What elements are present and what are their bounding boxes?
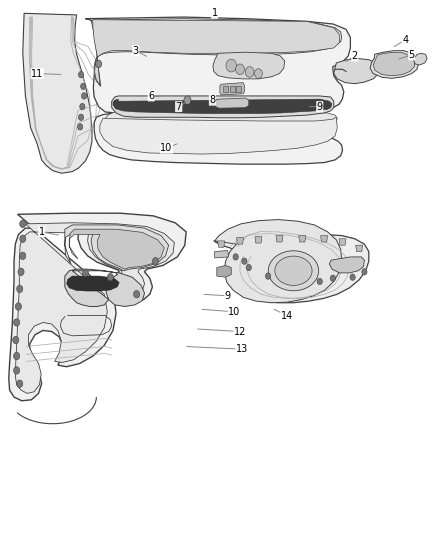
Polygon shape	[100, 117, 337, 154]
Polygon shape	[223, 86, 228, 92]
Polygon shape	[65, 225, 169, 271]
Polygon shape	[356, 245, 363, 252]
Polygon shape	[218, 241, 225, 247]
Circle shape	[330, 275, 336, 281]
Text: 4: 4	[402, 35, 408, 45]
Text: 14: 14	[281, 311, 293, 320]
Circle shape	[152, 257, 159, 265]
Circle shape	[95, 60, 102, 68]
Polygon shape	[105, 112, 337, 125]
Ellipse shape	[275, 256, 312, 286]
Circle shape	[350, 274, 355, 280]
Text: 9: 9	[225, 291, 231, 301]
Circle shape	[81, 93, 87, 99]
Polygon shape	[334, 59, 379, 84]
Circle shape	[134, 290, 140, 298]
Circle shape	[20, 235, 26, 243]
Circle shape	[233, 254, 238, 260]
Circle shape	[184, 96, 191, 104]
Polygon shape	[9, 213, 186, 401]
Circle shape	[13, 336, 19, 344]
Polygon shape	[91, 19, 342, 86]
Polygon shape	[85, 17, 350, 164]
Polygon shape	[237, 238, 244, 244]
Circle shape	[17, 380, 23, 387]
Text: 13: 13	[236, 344, 248, 354]
Text: 11: 11	[31, 69, 43, 78]
Circle shape	[78, 71, 84, 78]
Text: 9: 9	[317, 102, 323, 111]
Polygon shape	[339, 239, 346, 245]
Circle shape	[14, 319, 20, 326]
Text: 2: 2	[352, 51, 358, 61]
Text: 1: 1	[212, 9, 218, 18]
Polygon shape	[215, 98, 249, 108]
Text: 6: 6	[148, 91, 154, 101]
Polygon shape	[15, 223, 174, 393]
Polygon shape	[276, 236, 283, 242]
Polygon shape	[213, 52, 285, 79]
Circle shape	[20, 252, 26, 260]
Polygon shape	[217, 265, 231, 277]
Circle shape	[18, 268, 24, 276]
Polygon shape	[255, 237, 262, 243]
Text: 5: 5	[409, 50, 415, 60]
Polygon shape	[373, 52, 414, 76]
Text: 10: 10	[228, 307, 240, 317]
Polygon shape	[112, 96, 334, 118]
Polygon shape	[370, 51, 419, 78]
Circle shape	[245, 67, 254, 77]
Polygon shape	[67, 276, 119, 291]
Polygon shape	[215, 220, 342, 303]
Circle shape	[236, 64, 244, 75]
Text: 7: 7	[176, 102, 182, 111]
Polygon shape	[329, 257, 364, 273]
Text: 12: 12	[234, 327, 246, 336]
Polygon shape	[230, 86, 235, 92]
Polygon shape	[413, 53, 427, 65]
Circle shape	[80, 103, 85, 110]
Circle shape	[14, 352, 20, 360]
Circle shape	[78, 124, 83, 130]
Circle shape	[226, 59, 237, 72]
Polygon shape	[23, 13, 92, 173]
Text: 3: 3	[133, 46, 139, 55]
Circle shape	[107, 273, 113, 281]
Circle shape	[246, 264, 251, 271]
Circle shape	[242, 258, 247, 264]
Circle shape	[82, 269, 88, 277]
Text: 1: 1	[39, 227, 45, 237]
Circle shape	[254, 69, 262, 78]
Circle shape	[17, 285, 23, 293]
Text: 10: 10	[160, 143, 173, 153]
Polygon shape	[236, 86, 241, 92]
Polygon shape	[65, 269, 145, 306]
Circle shape	[14, 367, 20, 374]
Ellipse shape	[268, 251, 319, 291]
Circle shape	[265, 273, 271, 279]
Text: 8: 8	[209, 95, 215, 105]
Polygon shape	[69, 229, 164, 269]
Polygon shape	[220, 83, 244, 95]
Polygon shape	[113, 99, 332, 114]
Circle shape	[15, 303, 21, 310]
Circle shape	[78, 114, 84, 120]
Polygon shape	[299, 236, 306, 242]
Circle shape	[362, 269, 367, 275]
Polygon shape	[215, 251, 229, 258]
Circle shape	[81, 83, 86, 90]
Circle shape	[317, 278, 322, 285]
Polygon shape	[321, 236, 328, 242]
Polygon shape	[93, 20, 339, 85]
Circle shape	[20, 220, 26, 228]
Polygon shape	[214, 235, 369, 303]
